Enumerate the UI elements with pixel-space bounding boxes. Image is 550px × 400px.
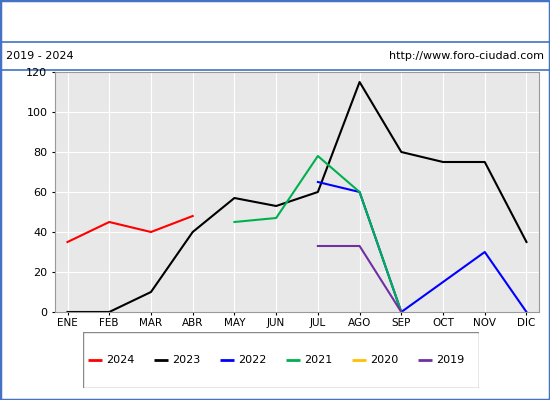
Text: 2024: 2024 [106,355,135,365]
Text: 2019: 2019 [436,355,465,365]
Text: 2020: 2020 [370,355,399,365]
Text: 2022: 2022 [238,355,267,365]
Text: http://www.foro-ciudad.com: http://www.foro-ciudad.com [389,51,544,61]
Text: 2019 - 2024: 2019 - 2024 [6,51,73,61]
Text: Evolucion Nº Turistas Extranjeros en el municipio de Quintana y Congosto: Evolucion Nº Turistas Extranjeros en el … [9,14,541,28]
Text: 2021: 2021 [304,355,333,365]
Text: 2023: 2023 [172,355,201,365]
